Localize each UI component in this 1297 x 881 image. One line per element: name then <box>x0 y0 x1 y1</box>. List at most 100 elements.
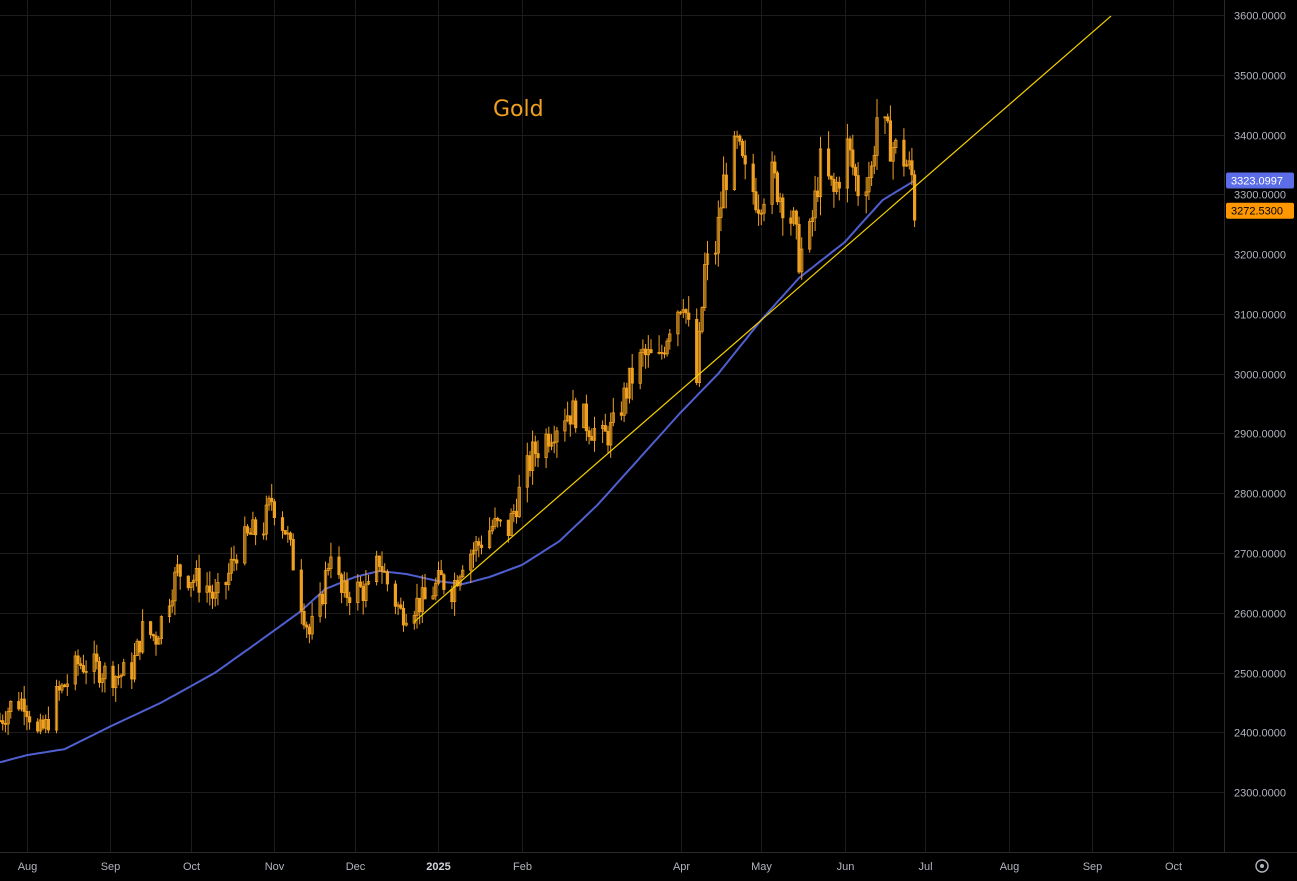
candle-body <box>114 676 118 689</box>
candle-body <box>140 621 145 653</box>
y-tick-label: 3300.0000 <box>1234 190 1286 202</box>
candle-body <box>364 583 368 602</box>
candle-body <box>9 701 13 713</box>
candle <box>471 542 476 568</box>
candle <box>114 675 118 702</box>
candle <box>452 572 457 616</box>
candle-body <box>816 190 820 198</box>
candle-body <box>148 621 153 635</box>
candle-body <box>700 307 704 332</box>
candle <box>393 580 398 615</box>
candle <box>6 707 10 735</box>
candle-body <box>420 587 424 613</box>
candle-body <box>622 387 626 416</box>
candle-body <box>789 217 793 224</box>
gear-icon <box>1255 859 1269 873</box>
candle <box>208 571 212 606</box>
candle-body <box>910 160 914 176</box>
candle <box>436 561 441 586</box>
candle <box>622 382 626 422</box>
candle-body <box>810 217 815 222</box>
candle <box>157 636 161 645</box>
candle <box>227 563 231 591</box>
candle <box>810 210 815 237</box>
chart-title: Gold <box>493 97 544 122</box>
candle <box>374 550 379 586</box>
candle <box>759 209 763 225</box>
candle <box>684 308 688 324</box>
y-tick-label: 2800.0000 <box>1234 489 1286 501</box>
candle-body <box>592 428 597 441</box>
x-tick-label: Sep <box>1083 861 1103 873</box>
time-axis[interactable]: Aug Sep Oct Nov Dec 2025 Feb Apr May Jun Jul Aug Sep… <box>18 861 1182 873</box>
candle-body <box>644 348 648 356</box>
y-tick-label: 2900.0000 <box>1234 429 1286 441</box>
candle-body <box>63 684 67 688</box>
candle <box>487 517 492 550</box>
candle-body <box>337 556 341 576</box>
trendline[interactable] <box>413 15 1112 623</box>
x-tick-label: Jul <box>918 861 932 873</box>
candle-body <box>41 719 45 729</box>
candle <box>261 522 266 540</box>
candle-body <box>348 597 352 603</box>
candle <box>533 435 537 467</box>
candle-body <box>894 139 898 148</box>
candle-body <box>649 349 653 354</box>
candle-body <box>684 309 688 314</box>
candle <box>732 131 737 191</box>
candle-body <box>318 593 322 617</box>
candle <box>611 397 615 427</box>
candle-body <box>808 221 812 250</box>
candle <box>135 638 139 657</box>
candle-body <box>243 526 247 564</box>
candle-body <box>867 176 871 193</box>
candle-body <box>496 518 500 521</box>
candle-body <box>813 190 817 219</box>
candle <box>638 349 642 390</box>
candle <box>356 574 360 611</box>
candle-body <box>864 191 868 197</box>
candle <box>291 533 295 571</box>
candle-body <box>759 212 763 215</box>
candle-body <box>800 248 804 273</box>
candle <box>676 310 680 347</box>
candle-body <box>76 655 80 665</box>
price-last-value-background <box>1226 202 1294 219</box>
y-tick-label: 2600.0000 <box>1234 609 1286 621</box>
price-axis[interactable]: 2300.0000 2400.0000 2500.0000 2600.0000 2700… <box>1234 11 1286 800</box>
candle-body <box>399 604 403 609</box>
candle <box>439 559 443 576</box>
candle <box>630 354 634 401</box>
candle <box>886 113 890 124</box>
candle-body <box>754 191 758 211</box>
candle-body <box>668 333 672 342</box>
candle-body <box>81 665 85 673</box>
candle <box>151 633 155 642</box>
candle <box>700 306 704 334</box>
x-tick-label: May <box>751 861 772 873</box>
candle-body <box>705 253 710 265</box>
candle <box>76 649 80 676</box>
candle <box>547 426 551 453</box>
candle-body <box>418 597 422 613</box>
candle-body <box>326 568 330 571</box>
candle <box>95 644 99 670</box>
candle-body <box>568 415 572 425</box>
candle-body <box>270 497 274 503</box>
candle-body <box>452 580 457 602</box>
candle <box>794 209 798 240</box>
candle <box>770 151 774 215</box>
candle-body <box>3 723 7 725</box>
candle-body <box>514 510 519 518</box>
settings-button[interactable] <box>1255 859 1269 873</box>
candle-body <box>374 555 379 582</box>
candle-body <box>738 135 742 142</box>
candle <box>679 310 683 316</box>
candle <box>348 591 352 616</box>
candle-body <box>743 155 747 165</box>
candle-body <box>132 655 137 680</box>
candle <box>27 710 32 730</box>
candle <box>9 700 13 719</box>
